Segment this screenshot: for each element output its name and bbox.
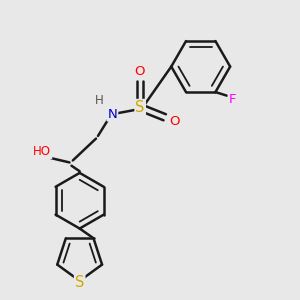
Text: S: S	[75, 275, 84, 290]
Text: O: O	[134, 65, 145, 78]
Text: O: O	[169, 116, 180, 128]
Text: F: F	[229, 93, 236, 106]
Text: N: N	[107, 107, 117, 121]
Text: HO: HO	[33, 145, 51, 158]
Text: H: H	[95, 94, 104, 107]
Text: S: S	[136, 100, 145, 115]
